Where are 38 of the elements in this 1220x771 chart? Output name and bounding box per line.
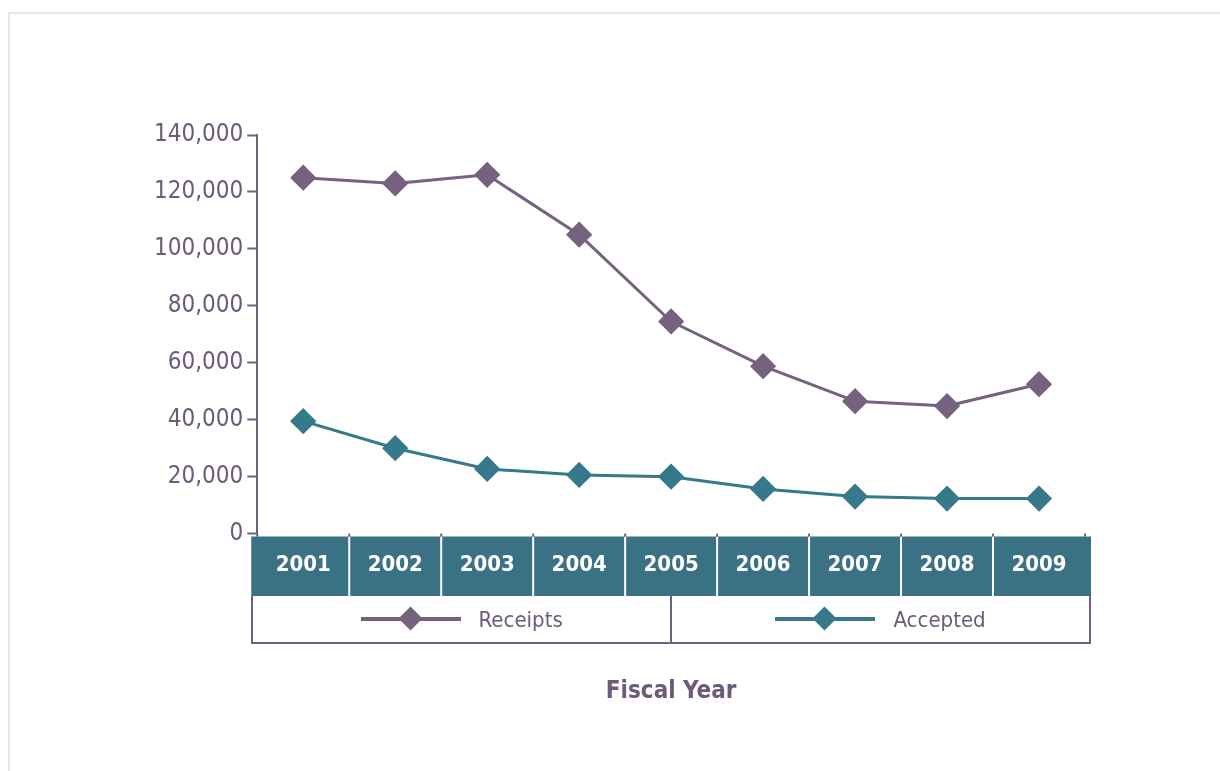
point — [474, 456, 500, 482]
x-tick-label: 2007 — [827, 550, 883, 576]
y-tick-label: 0 — [229, 517, 244, 546]
y-tick-label: 20,000 — [167, 460, 244, 489]
point — [842, 484, 868, 510]
point — [658, 308, 684, 334]
x-tick-label: 2004 — [551, 550, 607, 576]
point — [566, 462, 592, 488]
point — [842, 388, 868, 414]
y-tick-label: 100,000 — [154, 233, 244, 262]
y-tick-label: 120,000 — [154, 176, 244, 205]
x-tick-label: 2005 — [643, 550, 699, 576]
point — [566, 222, 592, 248]
x-tick-label: 2001 — [275, 550, 331, 576]
point — [934, 486, 960, 512]
y-tick-label: 60,000 — [167, 347, 244, 376]
legend-label: Receipts — [478, 606, 563, 632]
point — [750, 476, 776, 502]
legend-label: Accepted — [893, 606, 986, 632]
x-tick-label: 2002 — [367, 550, 423, 576]
point — [290, 165, 316, 191]
x-tick-label: 2008 — [919, 550, 975, 576]
point — [382, 435, 408, 461]
point — [934, 393, 960, 419]
x-axis-title: Fiscal Year — [604, 676, 738, 704]
point — [382, 170, 408, 196]
x-tick-label: 2003 — [459, 550, 515, 576]
point — [658, 464, 684, 490]
x-tick-label: 2006 — [735, 550, 791, 576]
point — [290, 408, 316, 434]
point — [1026, 371, 1052, 397]
y-tick-label: 140,000 — [154, 119, 244, 148]
point — [1026, 486, 1052, 512]
point — [474, 162, 500, 188]
point — [750, 353, 776, 379]
x-tick-label: 2009 — [1011, 550, 1067, 576]
y-tick-label: 40,000 — [167, 403, 244, 432]
y-tick-label: 80,000 — [167, 290, 244, 319]
